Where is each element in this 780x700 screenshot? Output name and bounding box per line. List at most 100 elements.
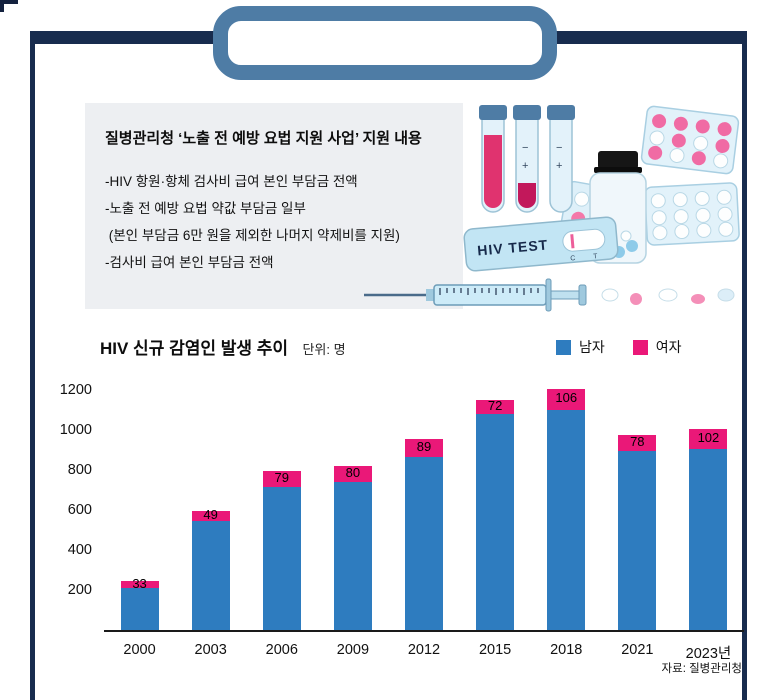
y-tick-label: 1200 [59, 382, 92, 398]
bar-column: 102 2023년 [673, 380, 744, 662]
corner-mark [0, 0, 18, 4]
bar-segment-male [618, 450, 657, 630]
info-box-lines: -HIV 항원·항체 검사비 급여 본인 부담금 전액 -노출 전 예방 요법 … [85, 148, 463, 276]
bar-segment-female [262, 471, 301, 487]
male-legend-swatch [556, 339, 571, 355]
y-axis: 200 400 600 800 1000 1200 [48, 380, 92, 630]
male-legend-label: 남자 [579, 339, 605, 355]
legend-item-male: 남자 [556, 337, 605, 357]
bar-column: 79 2006 [246, 380, 317, 658]
bar-segment-male [191, 520, 230, 630]
test-kit-control-marks: C T [570, 252, 606, 262]
chart-unit-label: 단위: 명 [302, 342, 346, 357]
tube-minus-mark: − [522, 142, 528, 154]
bar-stack [404, 439, 443, 630]
chart-title: HIV 신규 감염인 발생 추이 [100, 339, 288, 358]
y-tick-label: 400 [67, 542, 92, 558]
info-line: (본인 부담금 6만 원을 제외한 나머지 약제비를 지원) [105, 228, 400, 243]
hiv-bar-chart: 200 400 600 800 1000 1200 33 2000 49 2003 79 2006 8… [48, 380, 748, 662]
bar-value-label: 72 [487, 397, 503, 413]
bar-value-label: 49 [203, 506, 218, 522]
bar-value-label: 89 [416, 439, 432, 455]
bar-value-label: 78 [630, 433, 645, 449]
bar-stack [547, 388, 586, 630]
x-axis-label: 2015 [478, 642, 512, 658]
x-axis-label: 2009 [336, 642, 370, 658]
bar-column: 49 2003 [175, 380, 246, 658]
legend-item-female: 여자 [632, 337, 682, 357]
tube-plus-mark: + [556, 160, 562, 172]
tube-plus-mark: + [522, 160, 528, 172]
bar-value-label: 33 [132, 575, 147, 591]
bar-stack [120, 581, 159, 630]
bar-column: 72 2015 [460, 380, 531, 658]
bar-stack [191, 511, 230, 630]
female-legend-swatch [632, 339, 648, 355]
x-axis-label: 2003 [194, 642, 227, 658]
bar-segment-female [689, 429, 728, 450]
bar-value-label: 79 [274, 469, 289, 485]
clipboard-left-edge [30, 31, 35, 700]
clipboard-clip [213, 6, 557, 80]
female-legend-label: 여자 [655, 339, 682, 355]
blister-pack-icon [644, 182, 740, 246]
x-axis-label: 2021 [621, 642, 654, 658]
bar-segment-male [547, 410, 586, 630]
x-axis-label: 2018 [550, 642, 583, 658]
hiv-test-kit-icon: HIV TEST C T [463, 216, 619, 272]
x-axis-label: 2012 [407, 642, 441, 658]
chart-legend: 남자 여자 [556, 337, 682, 357]
bar-column: 106 2018 [531, 380, 602, 658]
x-axis-label: 2000 [123, 642, 156, 658]
info-line: -노출 전 예방 요법 약값 부담금 일부 [105, 201, 306, 216]
y-tick-label: 200 [67, 582, 92, 598]
bar-segment-female [476, 399, 515, 414]
bar-segment-male [404, 457, 443, 630]
blister-pack-icon [640, 105, 740, 175]
bar-value-label: 106 [555, 390, 578, 406]
bar-segment-female [191, 511, 230, 521]
support-info-box: 질병관리청 ‘노출 전 예방 요법 지원 사업’ 지원 내용 -HIV 항원·항… [85, 103, 463, 309]
x-axis-label: 2006 [265, 642, 298, 658]
bar-segment-male [120, 588, 159, 630]
bar-segment-male [689, 449, 728, 630]
chart-header: HIV 신규 감염인 발생 추이 단위: 명 [100, 334, 346, 359]
bar-stack [476, 399, 515, 630]
info-line: -HIV 항원·항체 검사비 급여 본인 부담금 전액 [105, 174, 358, 189]
clipboard-right-edge [742, 31, 747, 700]
info-box-title: 질병관리청 ‘노출 전 예방 요법 지원 사업’ 지원 내용 [105, 130, 422, 147]
bar-column: 80 2009 [317, 380, 388, 658]
y-tick-label: 800 [67, 462, 92, 478]
bar-segment-male [333, 481, 372, 630]
test-kit-label: HIV TEST [477, 236, 549, 258]
corner-mark [0, 0, 4, 12]
loose-pills-icon [601, 288, 735, 305]
info-line: -검사비 급여 본인 부담금 전액 [105, 255, 274, 270]
x-axis-label: 2023년 [685, 646, 732, 662]
bar-value-label: 80 [345, 464, 361, 480]
bar-stack [262, 471, 301, 630]
tube-minus-mark: − [556, 142, 562, 154]
bar-stack [689, 429, 728, 630]
bar-column: 89 2012 [388, 380, 459, 658]
data-source: 자료: 질병관리청 [661, 663, 742, 675]
medical-illustration: − + − + HIV TEST C T [364, 105, 740, 312]
bar-segment-male [476, 414, 515, 630]
y-tick-label: 600 [67, 502, 92, 518]
chart-plot: 33 2000 49 2003 79 2006 80 2009 89 2012 72 2015 106 2… [104, 380, 744, 662]
bar-segment-female [404, 439, 443, 458]
bar-segment-male [262, 486, 301, 630]
bar-value-label: 102 [697, 430, 720, 446]
bar-segment-female [547, 388, 586, 410]
bar-column: 78 2021 [602, 380, 673, 658]
syringe-icon [364, 278, 587, 312]
bar-column: 33 2000 [104, 380, 175, 658]
y-tick-label: 1000 [59, 422, 92, 438]
bar-stack [333, 465, 372, 630]
bar-segment-female [333, 465, 372, 482]
bar-segment-female [618, 435, 657, 451]
bar-segment-female [120, 581, 159, 588]
bar-stack [618, 435, 657, 630]
test-tubes-icon: − + − + [479, 105, 575, 213]
